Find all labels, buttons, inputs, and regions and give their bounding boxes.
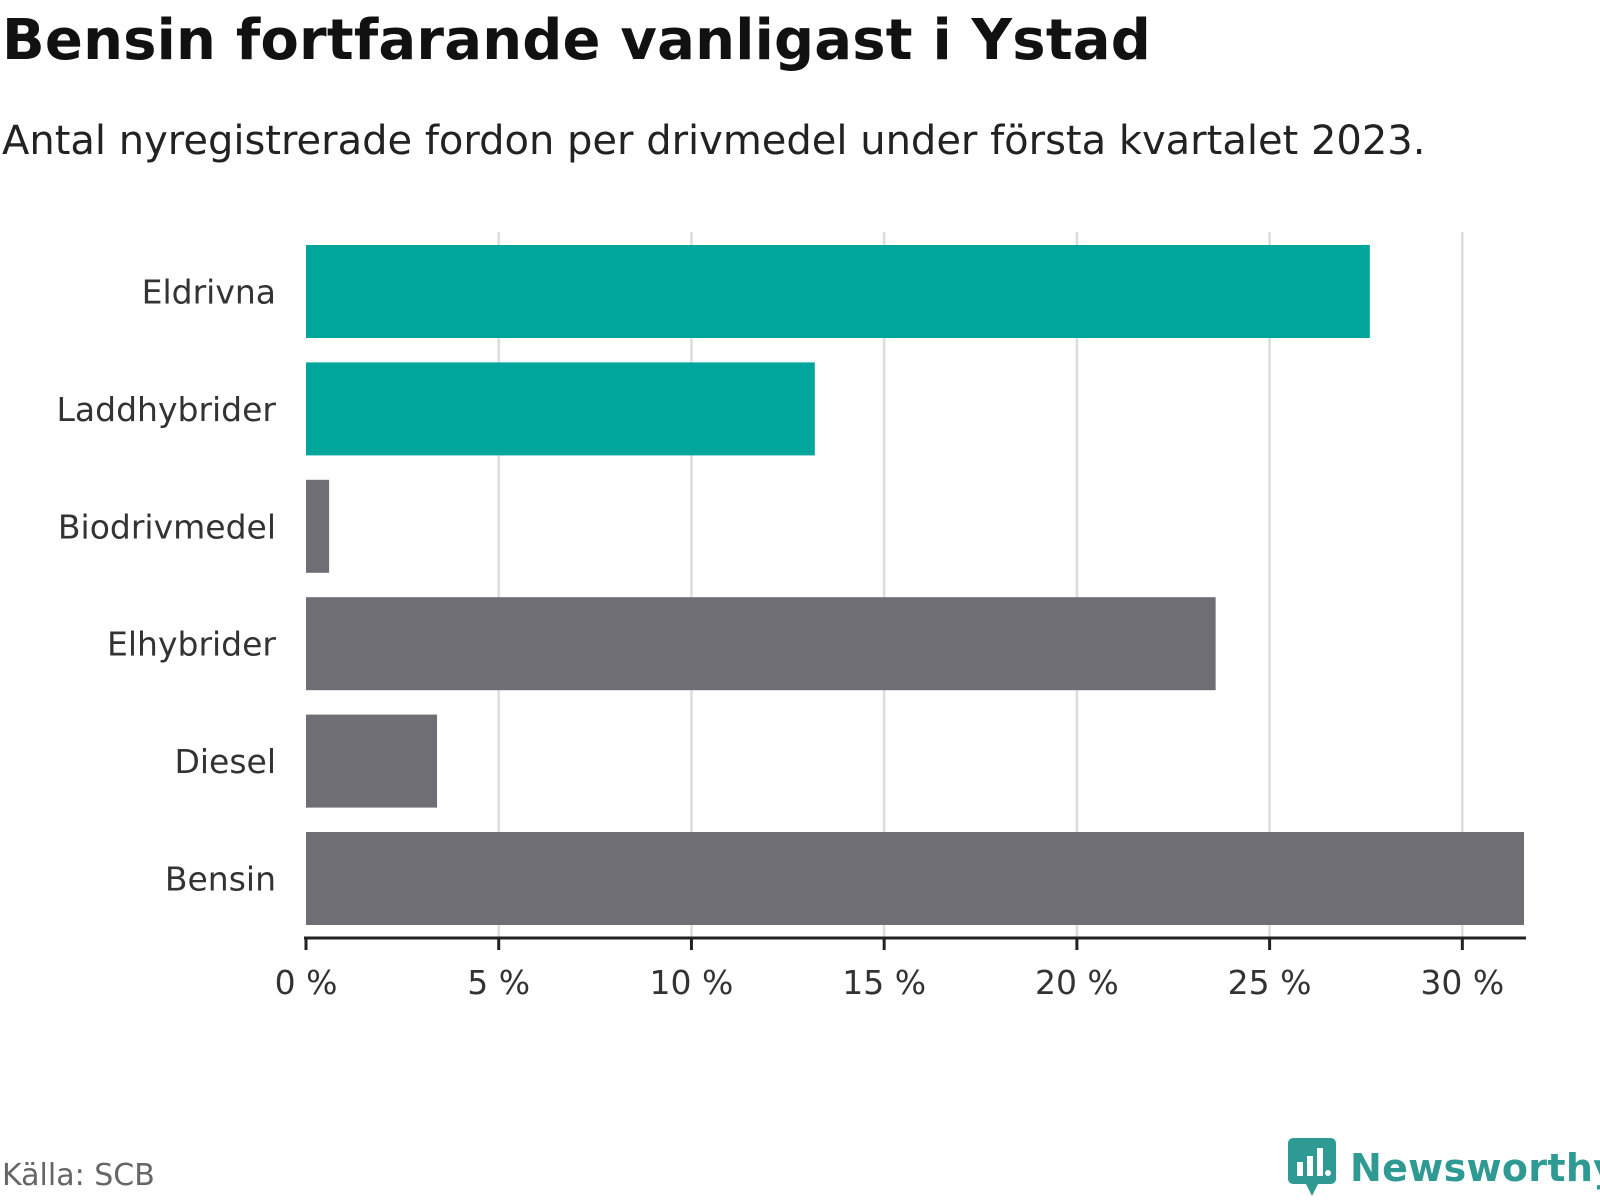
x-tick-label: 15 % xyxy=(842,963,926,1002)
x-tick-label: 10 % xyxy=(650,963,734,1002)
x-tick-label: 5 % xyxy=(467,963,530,1002)
bar-diesel xyxy=(306,714,438,808)
category-label: Diesel xyxy=(174,742,276,781)
bar-bensin xyxy=(306,832,1524,925)
category-label: Laddhybrider xyxy=(57,390,277,429)
bars xyxy=(306,245,1524,925)
newsworthy-logo-icon xyxy=(1288,1138,1336,1196)
x-tick-label: 0 % xyxy=(275,963,338,1002)
category-label: Elhybrider xyxy=(107,625,276,664)
bar-eldrivna xyxy=(306,245,1370,338)
chart-subtitle: Antal nyregistrerade fordon per drivmede… xyxy=(2,118,1426,164)
category-label: Eldrivna xyxy=(142,273,276,312)
category-label: Bensin xyxy=(165,860,276,899)
x-tick-label: 25 % xyxy=(1228,963,1312,1002)
grid-lines xyxy=(497,232,1464,938)
category-label: Biodrivmedel xyxy=(58,507,276,546)
bar-laddhybrider xyxy=(306,362,815,456)
bar-chart: Eldrivna Laddhybrider Biodrivmedel Elhybrid… xyxy=(57,232,1526,1002)
source-note: Källa: SCB xyxy=(2,1158,155,1193)
chart-title: Bensin fortfarande vanligast i Ystad xyxy=(2,8,1152,73)
x-tick-label: 20 % xyxy=(1035,963,1119,1002)
brand-name: Newsworthy xyxy=(1350,1146,1600,1190)
bar-elhybrider xyxy=(306,597,1216,691)
x-axis: 0 % 5 % 10 % 15 % 20 % 25 % 30 % xyxy=(275,936,1526,1002)
brand-logo: Newsworthy xyxy=(1288,1138,1600,1198)
bar-biodrivmedel xyxy=(306,479,330,573)
x-tick-label: 30 % xyxy=(1420,963,1504,1002)
category-labels: Eldrivna Laddhybrider Biodrivmedel Elhybrid… xyxy=(57,273,277,899)
